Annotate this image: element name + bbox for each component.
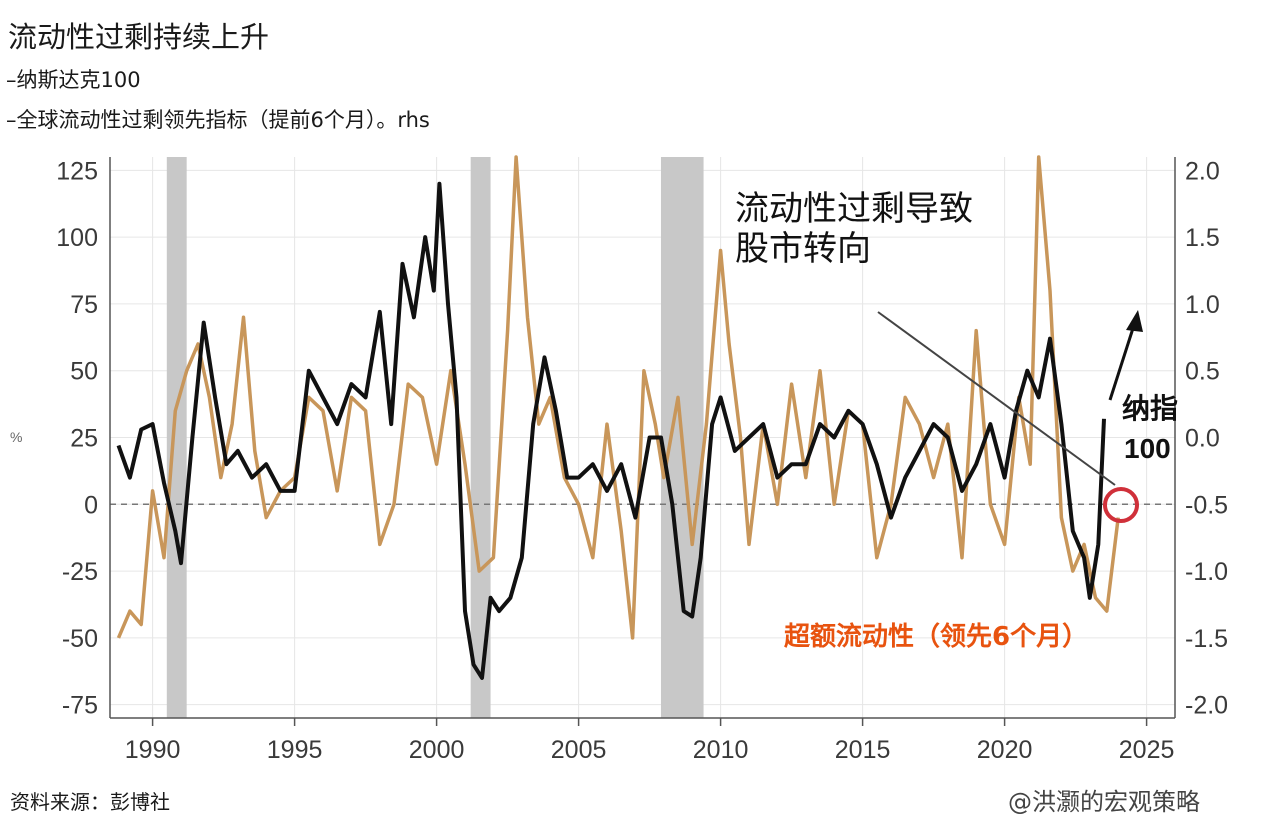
axes [109, 157, 1176, 726]
y-right-tick-label: 0.5 [1185, 358, 1220, 386]
x-tick-label: 2015 [835, 736, 891, 764]
x-tick-label: 2020 [977, 736, 1033, 764]
y-right-tick-label: -1.5 [1185, 625, 1228, 653]
y-left-tick-label: 75 [70, 291, 98, 319]
y-left-tick-label: 100 [56, 224, 98, 252]
recession-band [470, 157, 491, 718]
recession-bands [166, 157, 704, 718]
series-group [116, 155, 1120, 680]
x-tick-label: 1990 [125, 736, 181, 764]
y-left-tick-label: -75 [62, 692, 98, 720]
y-right-tick-label: 0.0 [1185, 425, 1220, 453]
watermark: @洪灏的宏观策略 [1008, 788, 1200, 816]
nasdaq-arrow-shaft [1108, 321, 1137, 401]
y-left-tick-label: -50 [62, 625, 98, 653]
y-right-tick-label: 1.5 [1185, 224, 1220, 252]
x-tick-label: 2025 [1119, 736, 1175, 764]
y-right-tick-label: 1.0 [1185, 291, 1220, 319]
y-right-tick-label: -1.0 [1185, 558, 1228, 586]
y-right-tick-label: -0.5 [1185, 491, 1228, 519]
y-right-tick-label: 2.0 [1185, 157, 1220, 185]
left-axis-unit: % [10, 429, 22, 445]
source-note: 资料来源：彭博社 [10, 790, 170, 814]
liquidity-line [116, 155, 1120, 640]
x-tick-label: 2005 [551, 736, 607, 764]
nasdaq-label-1: 纳指 [1122, 392, 1178, 424]
recession-band [166, 157, 187, 718]
y-left-tick-label: 50 [70, 358, 98, 386]
annotation-text-2: 股市转向 [735, 229, 871, 269]
nasdaq-label-2: 100 [1124, 433, 1171, 464]
x-tick-label: 2000 [409, 736, 465, 764]
y-right-tick-label: -2.0 [1185, 692, 1228, 720]
annotation-text-1: 流动性过剩导致 [735, 189, 973, 229]
trend-line [877, 311, 1116, 486]
legend-liquidity: –全球流动性过剩领先指标（提前6个月）。rhs [6, 108, 430, 132]
y-left-tick-label: 0 [84, 491, 98, 519]
chart-title: 流动性过剩持续上升 [8, 20, 270, 54]
y-left-tick-label: -25 [62, 558, 98, 586]
legend-nasdaq: –纳斯达克100 [6, 68, 141, 92]
tick-labels: 125 100 75 50 25 0 -25 -50 -75 2.0 1.5 1.0 0.5 0.0 -0.… [56, 157, 1228, 764]
liquidity-label: 超额流动性（领先6个月） [784, 621, 1088, 652]
nasdaq-arrow-head [1126, 310, 1143, 332]
nasdaq-line [116, 181, 1106, 680]
y-left-tick-label: 25 [70, 425, 98, 453]
y-left-tick-label: 125 [56, 157, 98, 185]
x-tick-label: 2010 [693, 736, 749, 764]
highlight-circle [1103, 487, 1139, 523]
x-tick-label: 1995 [267, 736, 323, 764]
